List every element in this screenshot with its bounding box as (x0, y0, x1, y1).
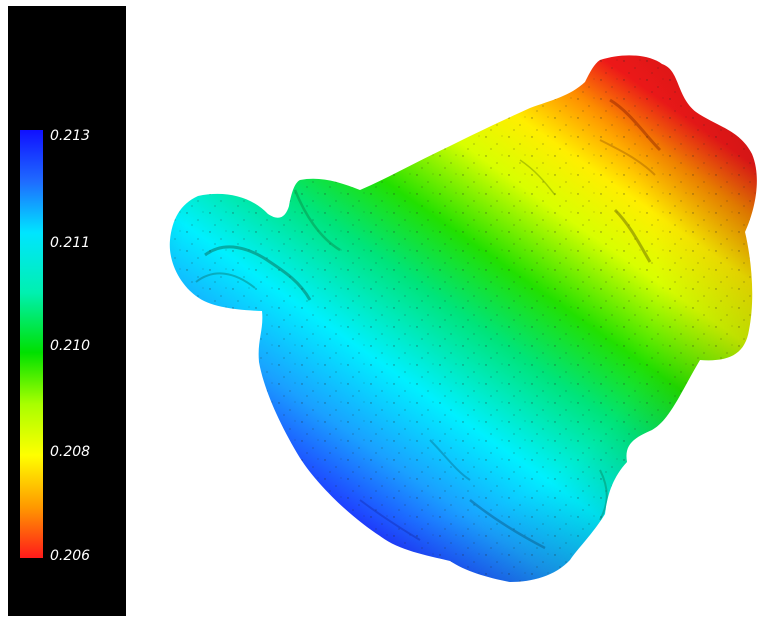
tick-label-min: 0.206 (50, 548, 91, 564)
surface-mesh (169, 55, 757, 583)
colorbar (20, 130, 43, 558)
surface-render (169, 55, 757, 583)
tick-label-3: 0.210 (50, 338, 91, 354)
tick-label-max: 0.213 (50, 128, 91, 144)
tick-label-2: 0.211 (50, 235, 91, 251)
color-legend-panel: 0.213 0.211 0.210 0.208 0.206 (8, 6, 126, 616)
tick-label-4: 0.208 (50, 444, 91, 460)
colorbar-fill (20, 130, 43, 558)
